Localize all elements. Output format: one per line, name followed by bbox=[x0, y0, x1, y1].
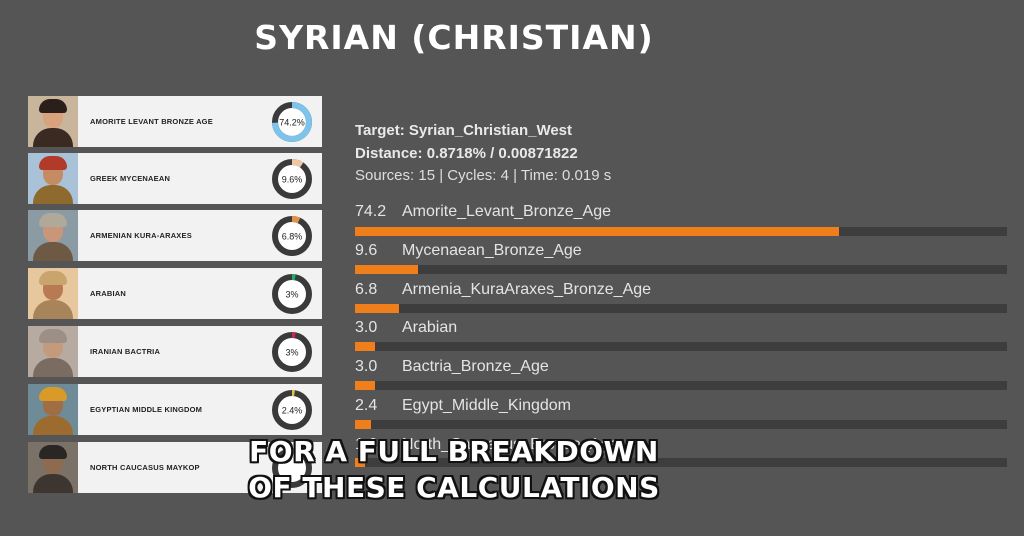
page-title: SYRIAN (CHRISTIAN) bbox=[254, 18, 654, 57]
bar-track bbox=[355, 227, 1007, 236]
bar-track bbox=[355, 381, 1007, 390]
bar-category-label: Amorite_Levant_Bronze_Age bbox=[402, 203, 612, 220]
portrait-image bbox=[28, 96, 78, 147]
bar-category-label: North_Caucasus_Bronze_Age bbox=[402, 436, 619, 453]
bar-track bbox=[355, 304, 1007, 313]
donut-arc bbox=[272, 101, 312, 142]
bar-row-label: 2.4 Egypt_Middle_Kingdom bbox=[355, 397, 571, 415]
sources-line: Sources: 15 | Cycles: 4 | Time: 0.019 s bbox=[355, 167, 612, 184]
population-card-label: GREEK MYCENAEAN bbox=[90, 174, 171, 183]
donut-arc bbox=[272, 389, 312, 430]
population-card: IRANIAN BACTRIA 3% bbox=[28, 326, 322, 377]
population-card-label: AMORITE LEVANT BRONZE AGE bbox=[90, 117, 213, 126]
bar-track bbox=[355, 265, 1007, 274]
percentage-donut: 3% bbox=[272, 273, 312, 314]
bar-row-label: 74.2 Amorite_Levant_Bronze_Age bbox=[355, 203, 611, 221]
bar-value-label: 3.0 bbox=[355, 319, 378, 336]
bar-category-label: Arabian bbox=[402, 319, 458, 336]
distance-line: Distance: 0.8718% / 0.00871822 bbox=[355, 145, 578, 162]
portrait-image bbox=[28, 268, 78, 319]
population-card-label: NORTH CAUCASUS MAYKOP bbox=[90, 463, 200, 472]
portrait-image bbox=[28, 326, 78, 377]
bar-row-label: 1.6 North_Caucasus_Bronze_Age bbox=[355, 436, 618, 454]
population-card: ARMENIAN KURA-ARAXES 6.8% bbox=[28, 210, 322, 261]
population-card: GREEK MYCENAEAN 9.6% bbox=[28, 153, 322, 204]
population-card-label: IRANIAN BACTRIA bbox=[90, 347, 161, 356]
population-card: AMORITE LEVANT BRONZE AGE 74.2% bbox=[28, 96, 322, 147]
percentage-donut: 6.8% bbox=[272, 215, 312, 256]
bar-fill bbox=[355, 458, 366, 467]
bar-row-label: 3.0 Bactria_Bronze_Age bbox=[355, 358, 549, 376]
bar-row-label: 9.6 Mycenaean_Bronze_Age bbox=[355, 242, 582, 260]
portrait-image bbox=[28, 210, 78, 261]
percentage-donut: 74.2% bbox=[272, 101, 312, 142]
bar-fill bbox=[355, 420, 371, 429]
bar-row-label: 3.0 Arabian bbox=[355, 319, 457, 337]
target-line: Target: Syrian_Christian_West bbox=[355, 122, 573, 139]
population-card: NORTH CAUCASUS MAYKOP bbox=[28, 442, 322, 493]
bar-fill bbox=[355, 227, 839, 236]
portrait-image bbox=[28, 384, 78, 435]
bar-fill bbox=[355, 304, 400, 313]
percentage-donut: 3% bbox=[272, 331, 312, 372]
bar-value-label: 1.6 bbox=[355, 436, 378, 453]
donut-percentage-label: 2.4% bbox=[282, 405, 303, 415]
bar-value-label: 9.6 bbox=[355, 242, 378, 259]
percentage-donut bbox=[272, 447, 312, 488]
donut-percentage-label: 3% bbox=[285, 347, 298, 357]
bar-value-label: 6.8 bbox=[355, 281, 378, 298]
donut-arc bbox=[272, 273, 312, 314]
bar-row-label: 6.8 Armenia_KuraAraxes_Bronze_Age bbox=[355, 281, 651, 299]
donut-percentage-label: 9.6% bbox=[282, 174, 303, 184]
bar-category-label: Egypt_Middle_Kingdom bbox=[402, 397, 571, 414]
bar-track bbox=[355, 420, 1007, 429]
donut-percentage-label: 6.8% bbox=[282, 231, 303, 241]
donut-arc bbox=[272, 158, 312, 199]
population-card: EGYPTIAN MIDDLE KINGDOM 2.4% bbox=[28, 384, 322, 435]
bar-category-label: Armenia_KuraAraxes_Bronze_Age bbox=[402, 281, 652, 298]
donut-percentage-label: 3% bbox=[285, 289, 298, 299]
donut-percentage-label: 74.2% bbox=[279, 117, 305, 127]
subtitle-caption-line-1: FOR A FULL BREAKDOWN bbox=[249, 435, 659, 468]
subtitle-caption-line-2: OF THESE CALCULATIONS bbox=[248, 471, 660, 504]
population-card: ARABIAN 3% bbox=[28, 268, 322, 319]
bar-track bbox=[355, 342, 1007, 351]
percentage-donut: 2.4% bbox=[272, 389, 312, 430]
bar-fill bbox=[355, 381, 375, 390]
portrait-image bbox=[28, 153, 78, 204]
bar-fill bbox=[355, 265, 418, 274]
population-card-label: ARABIAN bbox=[90, 289, 126, 298]
donut-arc bbox=[272, 331, 312, 372]
population-card-label: EGYPTIAN MIDDLE KINGDOM bbox=[90, 405, 203, 414]
bar-value-label: 3.0 bbox=[355, 358, 378, 375]
bar-fill bbox=[355, 342, 375, 351]
bar-value-label: 2.4 bbox=[355, 397, 378, 414]
population-card-label: ARMENIAN KURA-ARAXES bbox=[90, 231, 192, 240]
portrait-image bbox=[28, 442, 78, 493]
donut-arc bbox=[272, 447, 312, 488]
donut-arc bbox=[272, 215, 312, 256]
percentage-donut: 9.6% bbox=[272, 158, 312, 199]
bar-value-label: 74.2 bbox=[355, 203, 387, 220]
bar-category-label: Mycenaean_Bronze_Age bbox=[402, 242, 582, 259]
bar-track bbox=[355, 458, 1007, 467]
bar-category-label: Bactria_Bronze_Age bbox=[402, 358, 549, 375]
